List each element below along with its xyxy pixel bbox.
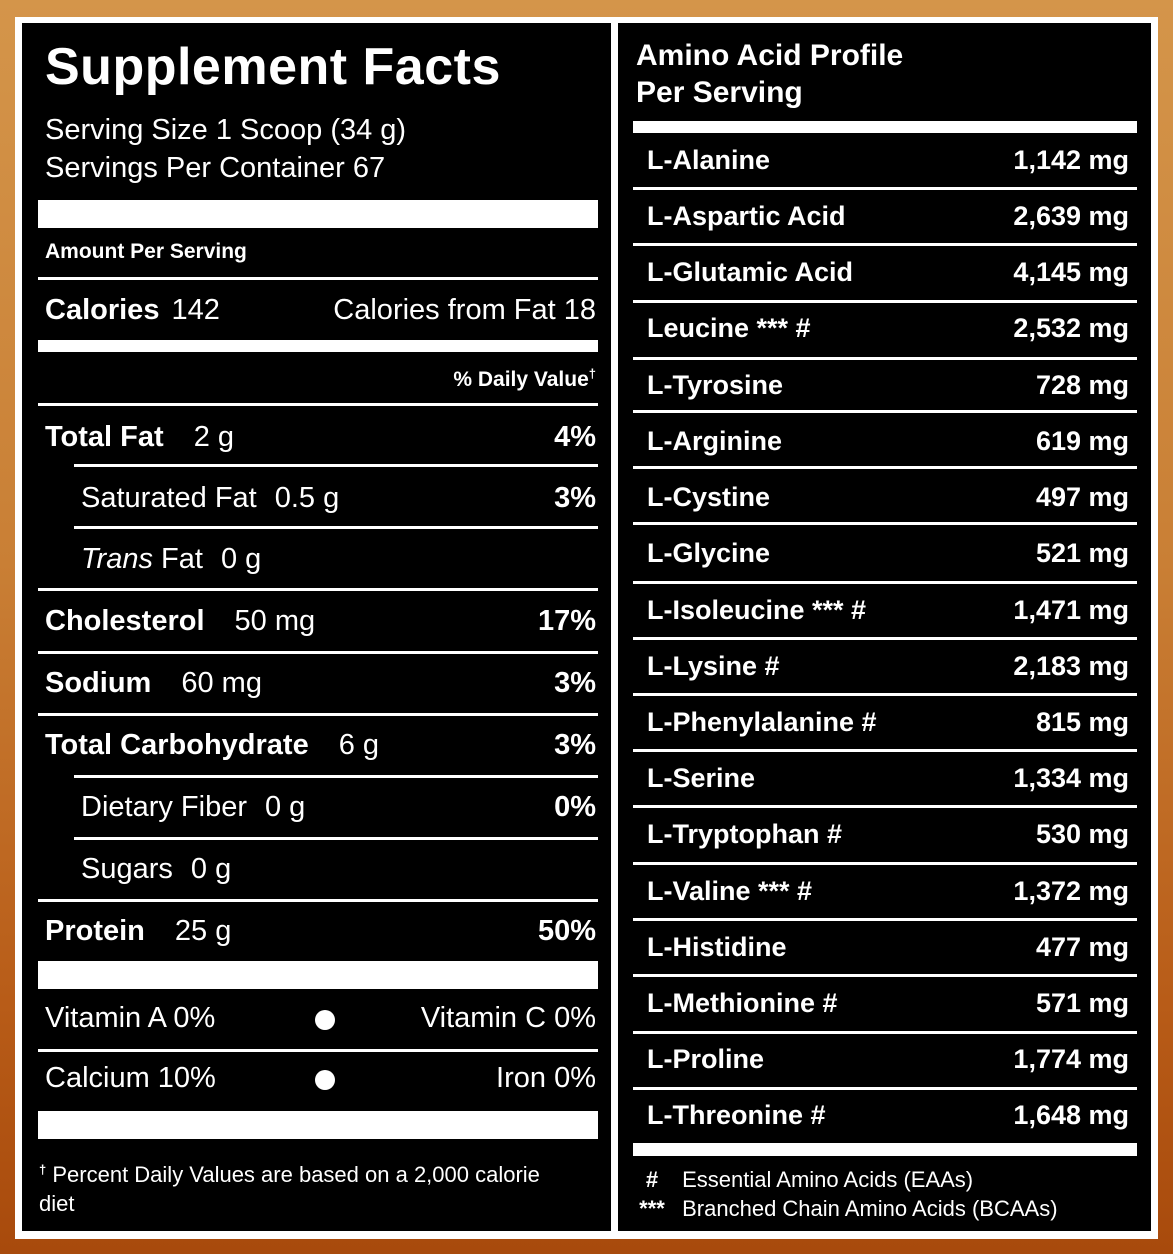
nutrient-row-total-carbohydrate: Total Carbohydrate 6 g 3% (45, 728, 596, 761)
amino-row: L-Phenylalanine #815 mg (647, 706, 1129, 737)
divider (633, 805, 1137, 808)
footnote: † Percent Daily Values are based on a 2,… (39, 1162, 540, 1216)
amino-row: L-Threonine #1,648 mg (647, 1099, 1129, 1130)
amino-row: L-Valine *** #1,372 mg (647, 875, 1129, 906)
calories-label: Calories (45, 293, 160, 326)
amino-row: L-Arginine 619 mg (647, 425, 1129, 456)
divider (633, 974, 1137, 977)
nutrient-row-protein: Protein 25 g 50% (45, 914, 596, 947)
medium-divider (633, 1143, 1137, 1156)
divider (633, 410, 1137, 413)
amino-row: L-Tyrosine 728 mg (647, 369, 1129, 400)
divider (38, 899, 598, 902)
thick-divider (38, 200, 598, 228)
divider (633, 918, 1137, 921)
nutrient-row-trans-fat: Trans Fat 0 g (81, 542, 262, 575)
vitamin-a: Vitamin A 0% (45, 1002, 216, 1034)
divider (38, 403, 598, 406)
amino-row: L-Glutamic Acid 4,145 mg (647, 256, 1129, 287)
calories-value: 142 (171, 293, 220, 326)
amino-row: Leucine *** #2,532 mg (647, 312, 1129, 343)
bullet-icon (315, 1070, 335, 1090)
calories-from-fat: Calories from Fat 18 (333, 293, 596, 326)
legend-eaa: # Essential Amino Acids (EAAs) (645, 1167, 974, 1192)
thick-divider (38, 1111, 598, 1139)
nutrient-row-cholesterol: Cholesterol 50 mg 17% (45, 604, 596, 637)
divider (633, 1031, 1137, 1034)
amino-row: L-Glycine 521 mg (647, 537, 1129, 568)
dagger-mark: † (588, 366, 596, 381)
divider (633, 187, 1137, 190)
medium-divider (633, 121, 1137, 133)
bullet-icon (315, 1010, 335, 1030)
legend-bcaa: *** Branched Chain Amino Acids (BCAAs) (639, 1196, 1058, 1221)
divider (38, 1049, 598, 1052)
amino-row: L-Isoleucine *** #1,471 mg (647, 594, 1129, 625)
divider (633, 862, 1137, 865)
calories-row: Calories 142 Calories from Fat 18 (45, 290, 596, 330)
divider (633, 693, 1137, 696)
calcium: Calcium 10% (45, 1062, 216, 1094)
divider (633, 581, 1137, 584)
divider (74, 775, 598, 778)
dagger-mark: † (39, 1162, 47, 1177)
nutrient-row-saturated-fat: Saturated Fat 0.5 g 3% (81, 481, 596, 514)
amino-row: L-Serine 1,334 mg (647, 762, 1129, 793)
nutrient-row-dietary-fiber: Dietary Fiber 0 g 0% (81, 790, 596, 823)
vitamin-row: Vitamin A 0% Vitamin C 0% (45, 1002, 596, 1042)
daily-value-header: % Daily Value† (453, 366, 596, 391)
divider (633, 466, 1137, 469)
nutrient-row-sugars: Sugars 0 g (81, 852, 232, 885)
amino-acid-profile-panel: Amino Acid Profile Per Serving L-Alanine… (618, 23, 1151, 1231)
divider (633, 243, 1137, 246)
amino-row: L-Methionine #571 mg (647, 987, 1129, 1018)
amino-row: L-Tryptophan #530 mg (647, 818, 1129, 849)
divider (633, 357, 1137, 360)
divider (74, 526, 598, 529)
iron: Iron 0% (496, 1062, 596, 1094)
divider (38, 651, 598, 654)
divider (633, 1087, 1137, 1090)
amino-row: L-Alanine 1,142 mg (647, 144, 1129, 175)
amino-row: L-Proline 1,774 mg (647, 1043, 1129, 1074)
divider (38, 713, 598, 716)
serving-info: Serving Size 1 Scoop (34 g) Servings Per… (45, 111, 406, 187)
divider (74, 837, 598, 840)
divider (38, 588, 598, 591)
amino-row: L-Aspartic Acid 2,639 mg (647, 200, 1129, 231)
divider (633, 522, 1137, 525)
medium-divider (38, 340, 598, 352)
serving-size: Serving Size 1 Scoop (34 g) (45, 114, 407, 146)
amino-row: L-Histidine 477 mg (647, 931, 1129, 962)
amino-row: L-Cystine 497 mg (647, 481, 1129, 512)
thick-divider (38, 961, 598, 989)
supplement-facts-title: Supplement Facts (45, 38, 501, 96)
amount-per-serving-label: Amount Per Serving (45, 240, 247, 263)
amino-legend: # Essential Amino Acids (EAAs) *** Branc… (628, 1165, 1058, 1223)
divider (38, 277, 598, 280)
divider (633, 300, 1137, 303)
supplement-facts-panel: Supplement Facts Serving Size 1 Scoop (3… (22, 23, 611, 1231)
amino-row: L-Lysine #2,183 mg (647, 650, 1129, 681)
servings-per-container: Servings Per Container 67 (45, 152, 386, 184)
nutrient-row-total-fat: Total Fat 2 g 4% (45, 420, 596, 453)
amino-profile-title: Amino Acid Profile Per Serving (636, 39, 904, 109)
vitamin-c: Vitamin C 0% (420, 1002, 596, 1034)
divider (633, 749, 1137, 752)
divider (633, 637, 1137, 640)
nutrient-row-sodium: Sodium 60 mg 3% (45, 666, 596, 699)
divider (74, 464, 598, 467)
mineral-row: Calcium 10% Iron 0% (45, 1062, 596, 1102)
